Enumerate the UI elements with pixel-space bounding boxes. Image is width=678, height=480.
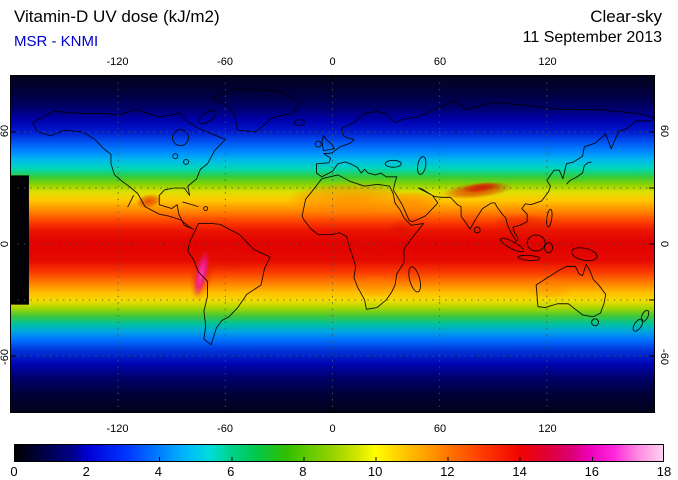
outline-philippines — [546, 208, 553, 228]
outline-baja — [127, 195, 135, 208]
outline-australia — [535, 264, 607, 318]
hotspot-southern-africa — [353, 275, 398, 298]
lon-label-top-1: -60 — [217, 56, 233, 68]
colorbar-tick-label-1: 2 — [82, 464, 90, 479]
outline-borneo — [526, 234, 546, 252]
colorbar-tick-label-4: 8 — [299, 464, 307, 479]
colorbar-tick-label-9: 18 — [656, 464, 672, 479]
hotspot-arabia — [388, 191, 439, 214]
sky-condition-label: Clear-sky — [590, 7, 662, 26]
outline-iceland — [293, 119, 305, 127]
outline-sumatra — [499, 237, 524, 253]
lat-label-right-0: 60 — [658, 124, 670, 138]
outline-sri-lanka — [473, 226, 481, 234]
outline-new-guinea — [571, 247, 598, 262]
lon-label-top-0: -120 — [106, 56, 129, 68]
colorbar-tick-label-7: 14 — [512, 464, 527, 479]
lon-label-bottom-4: 120 — [538, 423, 557, 435]
outline-hispaniola — [203, 206, 209, 211]
page-title: Vitamin-D UV dose (kJ/m2) — [14, 7, 220, 26]
hotspot-australia — [525, 278, 574, 299]
outline-ireland — [314, 140, 322, 148]
outline-great-lake-1 — [172, 153, 179, 160]
colorbar-tick-label-2: 4 — [154, 464, 163, 479]
colorbar-tick-label-8: 16 — [584, 464, 600, 479]
lon-label-top-2: 0 — [329, 56, 336, 68]
hotspot-southeast-asia — [491, 213, 556, 236]
outline-black-sea — [384, 159, 402, 168]
outline-caspian-sea — [417, 156, 427, 175]
outline-south-america — [187, 222, 271, 346]
hotspot-andes-core — [193, 250, 210, 298]
hotspot-east-africa — [385, 219, 416, 242]
outline-greenland — [210, 88, 301, 133]
hotspot-congo — [349, 238, 386, 258]
outline-cuba — [182, 201, 199, 208]
outline-new-zealand-south — [632, 318, 644, 332]
lon-label-bottom-3: 60 — [433, 423, 447, 435]
hotspot-mexico — [135, 193, 162, 209]
outline-north-america — [31, 109, 226, 230]
outline-baffin — [198, 109, 217, 125]
frame-tick-marks — [11, 76, 654, 412]
outline-hudson-bay — [172, 129, 189, 147]
colorbar-tick-label-6: 12 — [440, 464, 455, 479]
outline-madagascar — [408, 266, 421, 293]
outline-tasmania — [591, 318, 600, 327]
colorbar-tick-label-0: 0 — [10, 464, 18, 479]
colorbar — [14, 444, 664, 462]
hotspot-himalaya-inner — [461, 182, 502, 193]
lat-label-right-1: 0 — [658, 240, 670, 248]
colorbar-tick-marks — [15, 457, 663, 461]
grid-lines — [11, 76, 654, 412]
date-label: 11 September 2013 — [522, 29, 662, 46]
world-map-panel — [10, 75, 655, 413]
hotspot-sahara — [286, 182, 414, 217]
colorbar-tick-label-3: 6 — [227, 464, 235, 479]
lon-label-bottom-2: 0 — [329, 423, 336, 435]
outline-sulawesi — [544, 242, 554, 254]
world-heatmap-svg — [11, 76, 654, 412]
outline-japan — [566, 161, 592, 185]
outline-africa — [301, 174, 425, 310]
lon-label-bottom-1: -60 — [217, 423, 233, 435]
lon-label-top-3: 60 — [433, 56, 447, 68]
missing-data-seam — [11, 175, 29, 305]
continent-outlines — [31, 88, 654, 346]
lon-label-top-4: 120 — [538, 56, 557, 68]
lat-label-right-2: -60 — [658, 349, 670, 365]
regional-dose-hotspots — [135, 181, 574, 303]
outline-britain — [321, 135, 335, 152]
outline-eurasia — [316, 99, 654, 242]
data-source-label: MSR - KNMI — [14, 33, 99, 50]
outline-java — [517, 254, 541, 261]
colorbar-tick-label-5: 10 — [367, 464, 383, 479]
outline-great-lake-2 — [183, 158, 189, 165]
lon-label-bottom-0: -120 — [106, 423, 129, 435]
